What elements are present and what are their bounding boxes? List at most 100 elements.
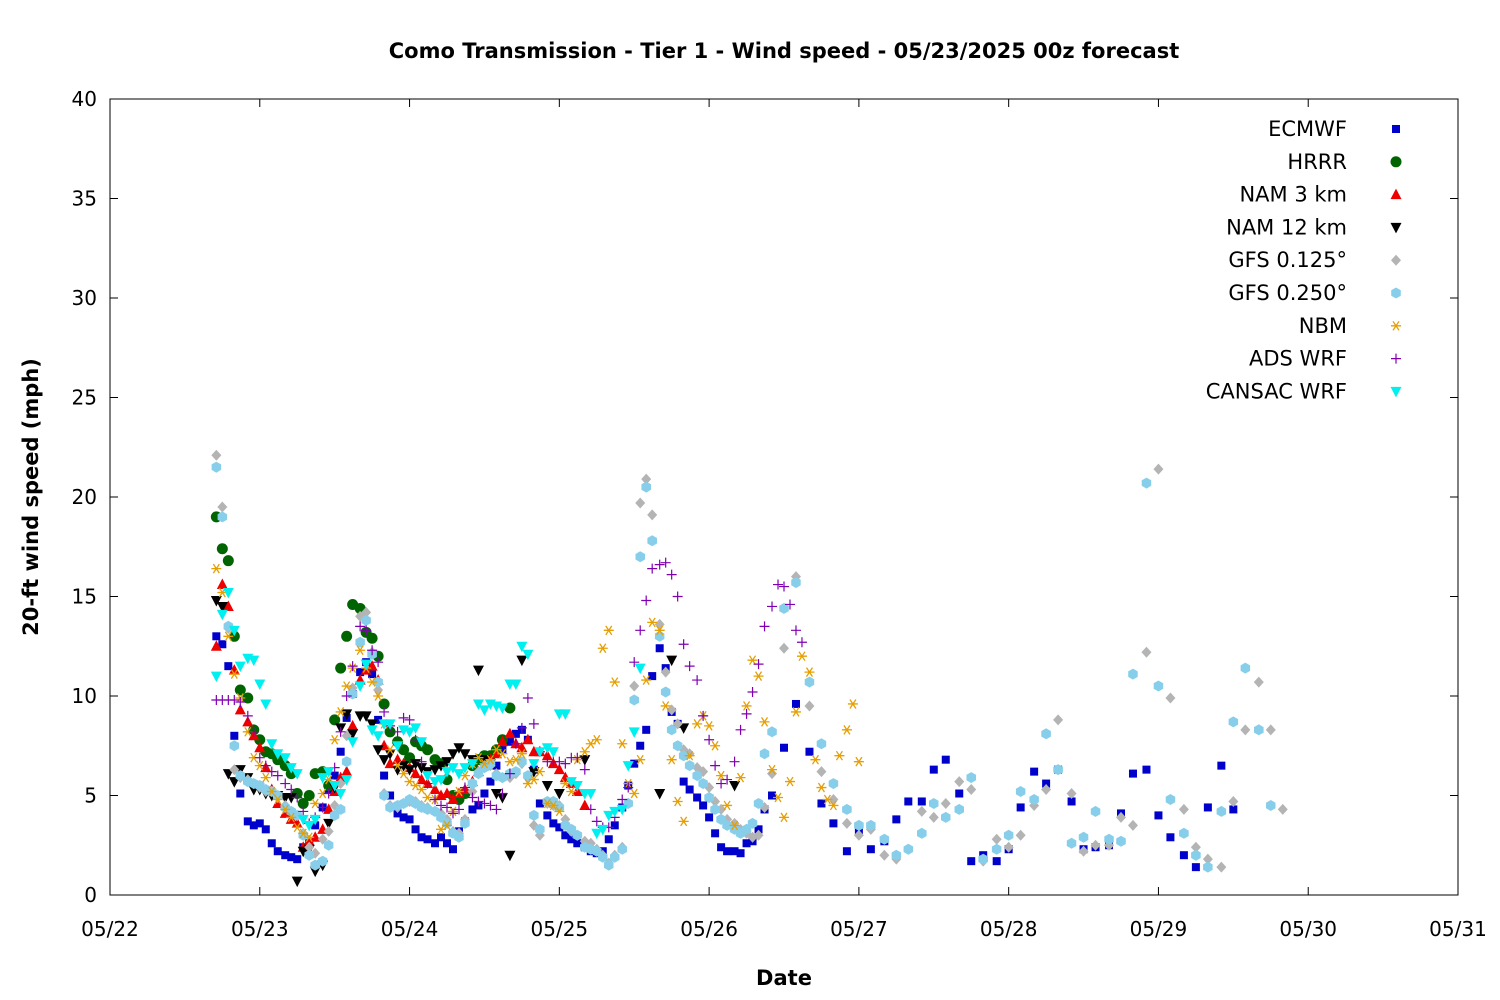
data-point — [497, 748, 508, 759]
data-point — [279, 760, 291, 772]
data-point — [323, 767, 335, 778]
data-point — [1228, 716, 1239, 728]
data-point — [261, 825, 270, 834]
data-point — [791, 699, 800, 708]
data-point — [447, 793, 459, 804]
data-point — [472, 699, 484, 710]
data-point — [335, 726, 346, 737]
data-point — [478, 705, 490, 716]
data-point — [441, 757, 453, 768]
data-point — [642, 725, 651, 734]
data-point — [1240, 662, 1251, 674]
data-point — [954, 803, 964, 815]
data-point — [660, 686, 671, 698]
data-point — [660, 557, 671, 568]
data-point — [374, 715, 383, 724]
data-point — [335, 789, 347, 800]
data-point — [223, 631, 234, 642]
x-tick-label: 05/30 — [1279, 917, 1337, 941]
data-point — [767, 726, 777, 738]
data-point — [1165, 794, 1176, 805]
data-point — [224, 662, 233, 671]
data-point — [759, 748, 770, 760]
data-point — [234, 661, 246, 673]
data-point — [917, 827, 927, 839]
data-point — [336, 747, 345, 756]
data-point — [565, 777, 577, 788]
data-point — [492, 761, 501, 770]
data-point — [293, 855, 302, 864]
data-point — [222, 555, 234, 567]
data-point — [297, 846, 309, 858]
data-point — [373, 676, 383, 688]
data-point — [341, 630, 353, 642]
data-point — [1216, 805, 1227, 817]
data-point — [817, 799, 826, 808]
data-point — [710, 803, 720, 815]
data-point — [805, 747, 814, 756]
data-point — [404, 714, 415, 725]
data-point — [635, 497, 646, 509]
data-point — [617, 794, 628, 805]
data-point — [1078, 831, 1089, 843]
data-point — [347, 729, 359, 740]
data-point — [1191, 849, 1201, 861]
data-point — [736, 849, 745, 858]
data-point — [1141, 477, 1152, 489]
data-point — [641, 595, 652, 606]
data-point — [384, 719, 396, 730]
data-point — [854, 819, 864, 831]
legend-label: HRRR — [1287, 150, 1347, 174]
data-point — [291, 876, 303, 888]
data-point — [829, 819, 838, 828]
data-point — [735, 772, 746, 783]
data-point — [693, 793, 702, 802]
data-point — [280, 804, 291, 815]
data-point — [747, 687, 758, 698]
data-point — [967, 857, 976, 866]
data-point — [429, 783, 441, 795]
y-axis-label: 20-ft wind speed (mph) — [19, 358, 43, 636]
data-point — [216, 578, 228, 590]
data-point — [504, 702, 516, 714]
data-point — [255, 819, 264, 828]
data-point — [1116, 811, 1126, 823]
data-point — [629, 657, 640, 668]
data-point — [597, 824, 609, 836]
data-point — [310, 859, 320, 871]
data-point — [992, 857, 1001, 866]
data-point — [585, 804, 596, 815]
data-point — [291, 769, 303, 780]
data-point — [317, 802, 328, 813]
data-point — [441, 767, 453, 778]
legend-marker — [1391, 287, 1401, 299]
data-point — [528, 759, 540, 770]
data-point — [497, 788, 508, 799]
data-point — [684, 760, 695, 772]
data-point — [378, 755, 390, 766]
data-point — [490, 789, 502, 800]
data-point — [622, 761, 634, 772]
data-point — [892, 815, 901, 824]
data-point — [347, 737, 359, 748]
data-point — [991, 843, 1002, 855]
data-point — [486, 777, 495, 786]
data-point — [841, 724, 852, 735]
data-point — [879, 849, 890, 861]
data-point — [555, 823, 564, 832]
data-point — [543, 811, 552, 820]
data-point — [435, 761, 447, 772]
data-point — [929, 798, 939, 809]
data-point — [704, 720, 715, 731]
data-point — [291, 817, 303, 828]
series-nbm — [211, 563, 864, 843]
data-point — [422, 803, 433, 815]
data-point — [405, 815, 414, 824]
data-point — [266, 766, 277, 777]
data-point — [522, 649, 534, 661]
data-point — [610, 851, 620, 863]
data-point — [360, 711, 372, 722]
data-point — [422, 744, 434, 756]
data-point — [498, 745, 507, 754]
data-point — [678, 816, 689, 827]
